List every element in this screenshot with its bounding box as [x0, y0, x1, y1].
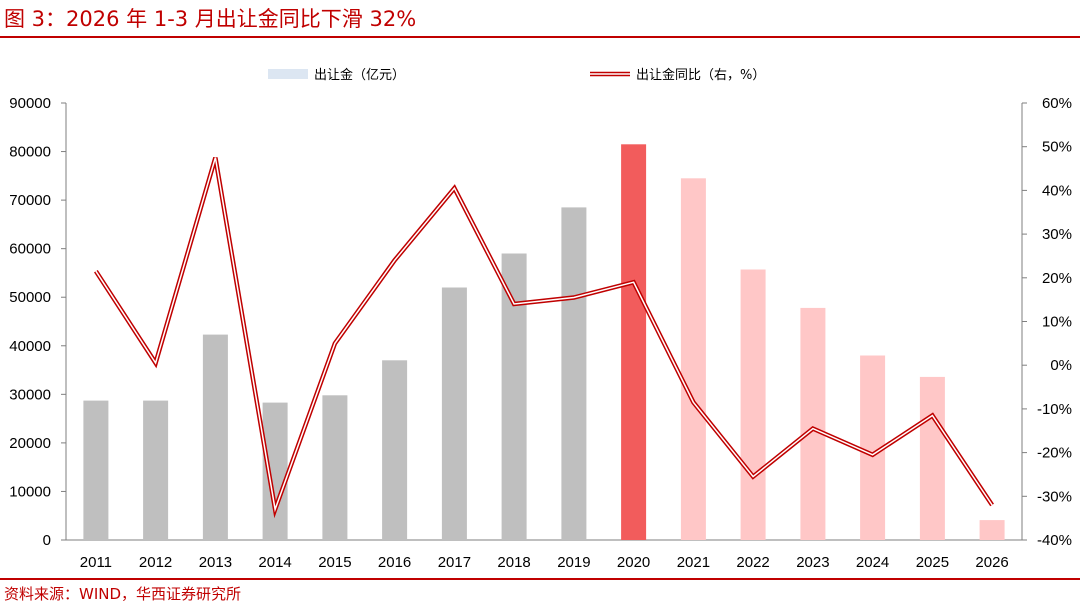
left-tick-label: 60000	[9, 241, 51, 258]
right-tick-label: 50%	[1042, 139, 1072, 156]
x-tick-label: 2018	[497, 554, 530, 571]
bar-2017	[441, 287, 467, 540]
legend-line-label: 出让金同比（右，%）	[636, 67, 765, 83]
bar-2018	[501, 253, 527, 540]
footer-divider	[0, 578, 1080, 580]
left-tick-label: 20000	[9, 435, 51, 452]
x-tick-label: 2023	[796, 554, 829, 571]
right-tick-label: 20%	[1042, 270, 1072, 287]
x-tick-label: 2013	[199, 554, 232, 571]
right-tick-label: 60%	[1042, 95, 1072, 112]
left-tick-label: 0	[43, 532, 51, 549]
bar-2015	[322, 395, 348, 540]
bar-2011	[83, 400, 109, 540]
left-tick-label: 30000	[9, 386, 51, 403]
left-tick-label: 50000	[9, 289, 51, 306]
legend: 出让金（亿元） 出让金同比（右，%）	[268, 67, 765, 83]
x-tick-label: 2015	[318, 554, 351, 571]
legend-bar-swatch	[268, 69, 308, 79]
x-tick-label: 2017	[438, 554, 471, 571]
x-tick-label: 2026	[975, 554, 1008, 571]
bar-line-chart: 出让金（亿元） 出让金同比（右，%） 0 10000 20000 30000 40000…	[9, 67, 1072, 571]
left-tick-label: 90000	[9, 95, 51, 112]
left-tick-label: 70000	[9, 192, 51, 209]
x-tick-label: 2025	[916, 554, 949, 571]
x-tick-label: 2011	[80, 554, 112, 571]
right-tick-label: -40%	[1037, 532, 1072, 549]
source-note: 资料来源：WIND，华西证券研究所	[4, 585, 242, 603]
bar-2013	[202, 334, 228, 540]
right-tick-label: -10%	[1037, 401, 1072, 418]
left-axis-ticks: 0 10000 20000 30000 40000 50000 60000 70000 8000…	[9, 95, 66, 549]
right-tick-label: 10%	[1042, 314, 1072, 331]
left-tick-label: 10000	[9, 483, 51, 500]
yoy-line-outer	[94, 156, 994, 519]
bar-2022	[740, 269, 766, 540]
chart-title: 图 3：2026 年 1-3 月出让金同比下滑 32%	[4, 7, 417, 31]
yoy-line	[94, 156, 994, 519]
x-tick-label: 2024	[856, 554, 889, 571]
x-tick-label: 2016	[378, 554, 411, 571]
legend-bar-label: 出让金（亿元）	[314, 67, 405, 83]
right-tick-label: -20%	[1037, 445, 1072, 462]
bar-2014	[262, 402, 288, 540]
left-tick-label: 40000	[9, 338, 51, 355]
right-tick-label: 40%	[1042, 182, 1072, 199]
bar-2025	[919, 376, 945, 540]
bar-2019	[561, 207, 587, 540]
title-divider	[0, 36, 1080, 38]
bar-2016	[382, 360, 408, 540]
right-tick-label: 0%	[1050, 357, 1072, 374]
x-tick-label: 2014	[258, 554, 291, 571]
bar-2023	[800, 307, 826, 540]
left-tick-label: 80000	[9, 144, 51, 161]
bar-2012	[143, 400, 169, 540]
x-tick-label: 2012	[139, 554, 172, 571]
yoy-line-inner	[95, 157, 993, 513]
x-axis-ticks: 2011 2012 2013 2014 2015 2016 2017 2018 2019 2020…	[80, 554, 1009, 571]
right-axis-ticks: -40% -30% -20% -10% 0% 10% 20% 30% 40% 50% 60%	[1022, 95, 1072, 549]
x-tick-label: 2020	[617, 554, 650, 571]
x-tick-label: 2019	[557, 554, 590, 571]
right-tick-label: 30%	[1042, 226, 1072, 243]
bar-2021	[680, 178, 706, 541]
x-tick-label: 2021	[677, 554, 710, 571]
x-tick-label: 2022	[736, 554, 769, 571]
bar-2026	[979, 520, 1005, 540]
bar-2020	[621, 144, 647, 541]
right-tick-label: -30%	[1037, 488, 1072, 505]
